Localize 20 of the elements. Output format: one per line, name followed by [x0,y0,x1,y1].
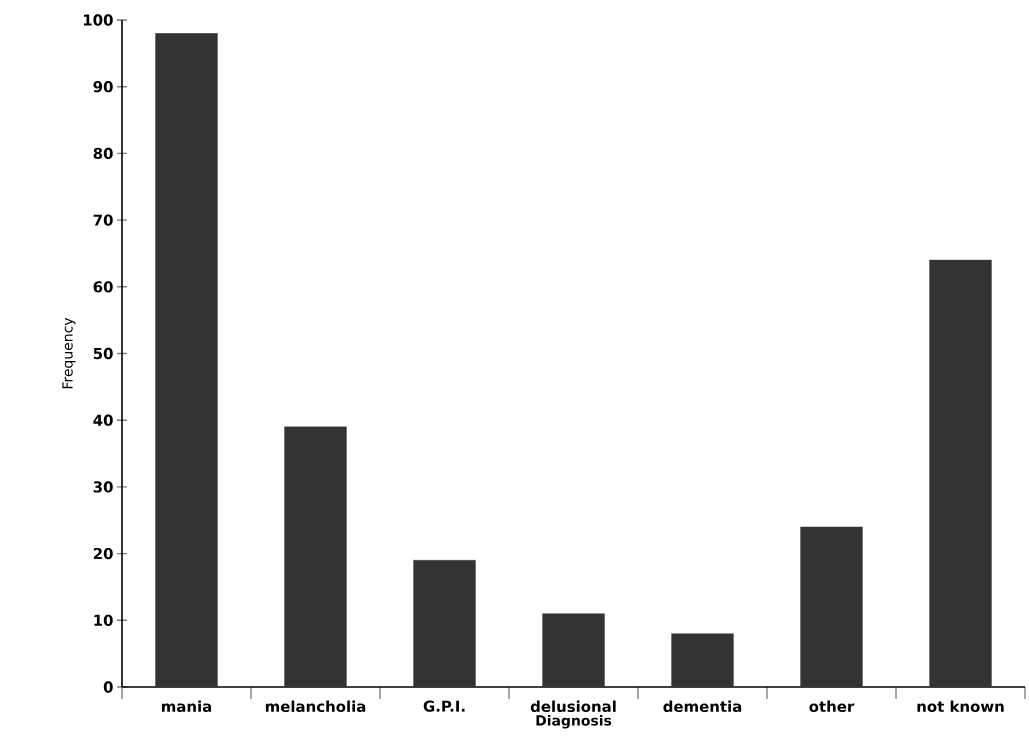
y-tick-label: 60 [93,281,113,293]
y-tick-label: 40 [93,414,113,426]
y-axis-title: Frequency [62,317,76,389]
y-tick-label: 70 [93,214,113,226]
x-axis-title: Diagnosis [536,714,612,729]
y-tick-label: 20 [93,547,113,560]
y-tick-label: 100 [83,14,113,26]
x-tick-label: G.P.I. [423,700,465,712]
y-tick-label: 10 [94,614,113,626]
x-tick-label: melancholia [265,700,366,713]
y-tick-label: 30 [93,481,113,493]
x-tick-label: other [809,700,855,713]
y-tick-label: 80 [93,147,113,160]
x-tick-label: delusional [530,700,616,713]
x-tick-label: dementia [663,700,742,713]
y-tick-label: 90 [93,81,113,93]
x-tick-label: mania [161,700,212,713]
y-tick-label: 0 [103,681,113,693]
y-tick-label: 50 [93,347,113,360]
x-tick-label: not known [917,700,1004,713]
